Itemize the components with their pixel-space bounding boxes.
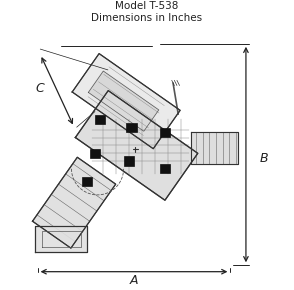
- Polygon shape: [35, 226, 87, 252]
- Polygon shape: [72, 54, 180, 149]
- Text: Model T-538
Dimensions in Inches: Model T-538 Dimensions in Inches: [91, 1, 203, 23]
- Text: C: C: [36, 82, 45, 95]
- Bar: [90, 149, 100, 158]
- Bar: [126, 123, 137, 132]
- Polygon shape: [33, 157, 116, 248]
- Bar: [160, 128, 171, 137]
- Text: B: B: [259, 152, 268, 165]
- Bar: [123, 157, 134, 166]
- Polygon shape: [75, 90, 198, 200]
- Polygon shape: [191, 133, 238, 164]
- Polygon shape: [88, 71, 159, 131]
- Text: A: A: [130, 274, 138, 287]
- Bar: [95, 115, 105, 124]
- Bar: [160, 164, 171, 173]
- Bar: [82, 177, 92, 186]
